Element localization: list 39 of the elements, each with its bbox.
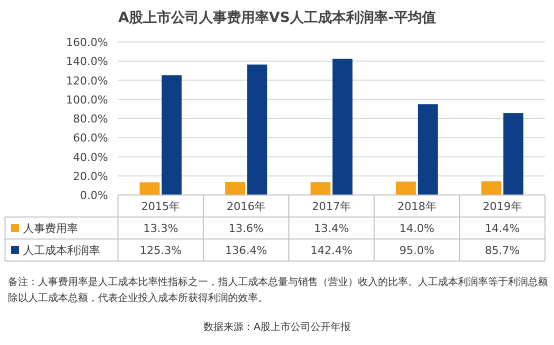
y-tick-label: 160.0% — [66, 36, 108, 49]
data-label: 14.4% — [484, 222, 520, 235]
bar — [481, 181, 502, 195]
data-label: 14.0% — [399, 222, 434, 235]
legend-label: 人事费用率 — [23, 222, 78, 235]
x-tick-label: 2016年 — [226, 200, 266, 213]
bar — [503, 113, 524, 195]
x-tick-label: 2017年 — [312, 200, 351, 213]
y-tick-label: 100.0% — [66, 93, 108, 106]
y-tick-label: 60.0% — [73, 132, 108, 145]
legend-label: 人工成本利润率 — [23, 244, 100, 257]
data-label: 13.3% — [143, 222, 178, 235]
bar — [310, 182, 330, 195]
x-tick-label: 2019年 — [482, 200, 522, 213]
bar — [332, 58, 352, 195]
bar — [140, 182, 160, 195]
y-tick-label: 80.0% — [73, 112, 108, 126]
y-tick-label: 40.0% — [73, 150, 108, 164]
bar — [418, 104, 438, 195]
x-tick-label: 2018年 — [397, 200, 436, 213]
x-tick-label: 2015年 — [141, 200, 180, 213]
data-label: 85.7% — [484, 244, 520, 257]
y-tick-label: 20.0% — [73, 170, 108, 183]
chart-title: A股上市公司人事费用率VS人工成本利润率-平均值 — [118, 9, 436, 26]
y-tick-label: 0.0% — [80, 189, 108, 202]
data-label: 13.6% — [228, 222, 264, 235]
bar — [247, 64, 268, 195]
data-label: 125.3% — [140, 244, 182, 257]
data-label: 95.0% — [399, 244, 434, 257]
bar — [162, 75, 182, 195]
data-label: 136.4% — [225, 244, 268, 257]
y-tick-label: 140.0% — [66, 55, 108, 68]
text: 备注：人事费用率是人工成本比率性指标之一，指人工成本总量与销售（营业）收入的比率。人工成本利润率等于利润总额除以人工成本总额，代表企业投入成本所获得利润的效率。 — [8, 276, 548, 306]
bar — [396, 182, 416, 195]
y-tick-label: 120.0% — [66, 74, 108, 88]
bar — [225, 182, 246, 195]
data-label: 142.4% — [310, 244, 352, 257]
data-label: 13.4% — [314, 222, 349, 235]
source-note: 数据来源：A股上市公司公开年报 — [202, 320, 352, 334]
